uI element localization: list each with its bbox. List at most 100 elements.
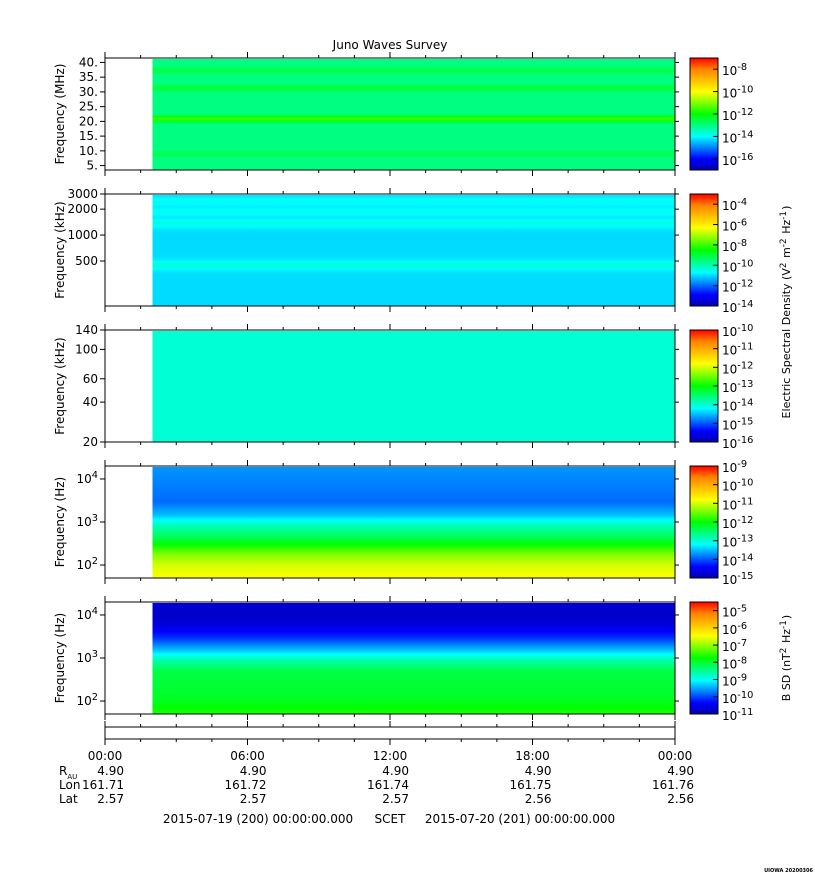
ephemeris-value: 161.71 bbox=[82, 778, 124, 792]
ephemeris-value: 2.57 bbox=[240, 792, 267, 806]
y-tick-label: 25. bbox=[79, 100, 98, 114]
y-tick-label: 1000 bbox=[67, 228, 98, 242]
spectrogram-image bbox=[152, 603, 675, 714]
y-tick-label: 103 bbox=[76, 513, 98, 529]
y-axis-label: Frequency (kHz) bbox=[53, 201, 67, 298]
colorbar-tick-label: 10-10 bbox=[722, 478, 753, 494]
time-tick-label: 18:00 bbox=[515, 749, 550, 763]
time-axis-frame bbox=[104, 726, 676, 740]
ephemeris-value: 161.72 bbox=[225, 778, 267, 792]
colorbar-tick-label: 10-15 bbox=[722, 416, 753, 432]
y-tick-label: 104 bbox=[76, 606, 98, 622]
ephemeris-value: 4.90 bbox=[382, 764, 409, 778]
ephemeris-value: 161.76 bbox=[652, 778, 694, 792]
y-tick-label: 5. bbox=[87, 159, 98, 173]
colorbar-tick-label: 10-7 bbox=[722, 638, 747, 654]
y-axis-label: Frequency (Hz) bbox=[53, 477, 67, 568]
colorbar-tick-label: 10-13 bbox=[722, 534, 753, 550]
ephemeris-value: 4.90 bbox=[97, 764, 124, 778]
time-tick-label: 12:00 bbox=[373, 749, 408, 763]
colorbar-tick-label: 10-14 bbox=[722, 129, 753, 145]
colorbar-tick-label: 10-12 bbox=[722, 515, 753, 531]
colorbar bbox=[689, 193, 719, 307]
colorbar-tick-label: 10-12 bbox=[722, 107, 753, 123]
spectrogram-image bbox=[152, 331, 675, 442]
y-tick-label: 60 bbox=[83, 372, 98, 386]
colorbar-tick-label: 10-10 bbox=[722, 85, 753, 101]
y-tick-label: 103 bbox=[76, 649, 98, 665]
y-tick-label: 40 bbox=[83, 395, 98, 409]
colorbar-tick-label: 10-14 bbox=[722, 398, 753, 414]
spectrogram-panels: 5.10.15.20.25.30.35.40. Frequency (MHz) 10… bbox=[53, 52, 793, 723]
colorbar-tick-label: 10-6 bbox=[722, 621, 747, 637]
ephemeris-value: 2.56 bbox=[667, 792, 694, 806]
y-tick-label: 104 bbox=[76, 470, 98, 486]
time-tick-label: 06:00 bbox=[230, 749, 265, 763]
colorbar-tick-label: 10-12 bbox=[722, 360, 753, 376]
ephemeris-row-label: Lat bbox=[59, 792, 78, 806]
colorbar-tick-label: 10-11 bbox=[722, 496, 753, 512]
colorbar-tick-label: 10-16 bbox=[722, 435, 753, 451]
panel-5: 102 103 104 Frequency (Hz) 10-510-610-710-8 1… bbox=[53, 596, 793, 723]
ephemeris-value: 161.74 bbox=[367, 778, 409, 792]
y-tick-label: 102 bbox=[76, 556, 98, 572]
y-tick-label: 20. bbox=[79, 114, 98, 128]
colorbar-tick-label: 10-12 bbox=[722, 279, 753, 295]
ephemeris-value: 2.57 bbox=[97, 792, 124, 806]
y-tick-label: 100 bbox=[75, 342, 98, 356]
footer-end-time: 2015-07-20 (201) 00:00:00.000 bbox=[425, 812, 615, 826]
colorbar bbox=[689, 601, 719, 715]
y-tick-label: 140 bbox=[75, 323, 98, 337]
y-tick-label: 10. bbox=[79, 144, 98, 158]
time-axis: 00:00 06:00 12:00 18:00 00:00 RAU 4.90 4.90 4.90… bbox=[59, 721, 694, 806]
y-tick-label: 35. bbox=[79, 70, 98, 84]
y-tick-label: 2000 bbox=[67, 202, 98, 216]
time-tick-label: 00:00 bbox=[658, 749, 693, 763]
ephemeris-value: 4.90 bbox=[667, 764, 694, 778]
spectrogram-image bbox=[152, 195, 675, 306]
colorbar-tick-label: 10-11 bbox=[722, 342, 753, 358]
y-axis-label: Frequency (kHz) bbox=[53, 337, 67, 434]
colorbar-tick-label: 10-10 bbox=[722, 323, 753, 339]
colorbar-title: Electric Spectral Density (V2 m-2 Hz-1 ) bbox=[779, 206, 793, 419]
colorbar-tick-label: 10-14 bbox=[722, 552, 753, 568]
colorbar-tick-label: 10-8 bbox=[722, 238, 747, 254]
colorbar-tick-label: 10-9 bbox=[722, 673, 747, 689]
ephemeris-value: 4.90 bbox=[525, 764, 552, 778]
panel-4: 102 103 104 Frequency (Hz) 10-9 10-10 10-11 10-… bbox=[53, 459, 753, 587]
colorbar-tick-label: 10-8 bbox=[722, 62, 747, 78]
footer: 2015-07-19 (200) 00:00:00.000 SCET 2015-… bbox=[163, 812, 615, 826]
y-tick-label: 40. bbox=[79, 55, 98, 69]
spectrogram-image bbox=[152, 467, 675, 578]
y-tick-label: 3000 bbox=[67, 187, 98, 201]
y-axis-label: Frequency (MHz) bbox=[53, 64, 67, 165]
colorbar-tick-label: 10-9 bbox=[722, 459, 747, 475]
footer-start-time: 2015-07-19 (200) 00:00:00.000 bbox=[163, 812, 353, 826]
panel-3: 20 40 60 100 140 Frequency (kHz) 10-10 10-11 10-… bbox=[53, 323, 753, 451]
ephemeris-value: 161.75 bbox=[510, 778, 552, 792]
colorbar-tick-label: 10-6 bbox=[722, 218, 747, 234]
colorbar-tick-label: 10-5 bbox=[722, 604, 747, 620]
ephemeris-value: 2.56 bbox=[525, 792, 552, 806]
colorbar-tick-label: 10-15 bbox=[722, 571, 753, 587]
colorbar-tick-label: 10-16 bbox=[722, 152, 753, 168]
colorbar-tick-label: 10-10 bbox=[722, 258, 753, 274]
colorbar-tick-label: 10-11 bbox=[722, 707, 753, 723]
y-tick-label: 500 bbox=[75, 254, 98, 268]
chart-title: Juno Waves Survey bbox=[332, 38, 448, 52]
y-axis-label: Frequency (Hz) bbox=[53, 613, 67, 704]
colorbar-tick-label: 10-10 bbox=[722, 690, 753, 706]
time-tick-label: 00:00 bbox=[88, 749, 123, 763]
colorbar-title: B SD (nT2 Hz-1 ) bbox=[779, 615, 793, 701]
y-tick-label: 20 bbox=[83, 435, 98, 449]
ephemeris-value: 2.57 bbox=[382, 792, 409, 806]
colorbar-tick-label: 10-14 bbox=[722, 299, 753, 315]
ephemeris-row-label: RAU bbox=[59, 764, 77, 781]
y-tick-label: 30. bbox=[79, 85, 98, 99]
spectrogram-image bbox=[152, 59, 675, 170]
colorbar-tick-label: 10-4 bbox=[722, 197, 747, 213]
footer-scet-label: SCET bbox=[375, 812, 407, 826]
ephemeris-value: 4.90 bbox=[240, 764, 267, 778]
